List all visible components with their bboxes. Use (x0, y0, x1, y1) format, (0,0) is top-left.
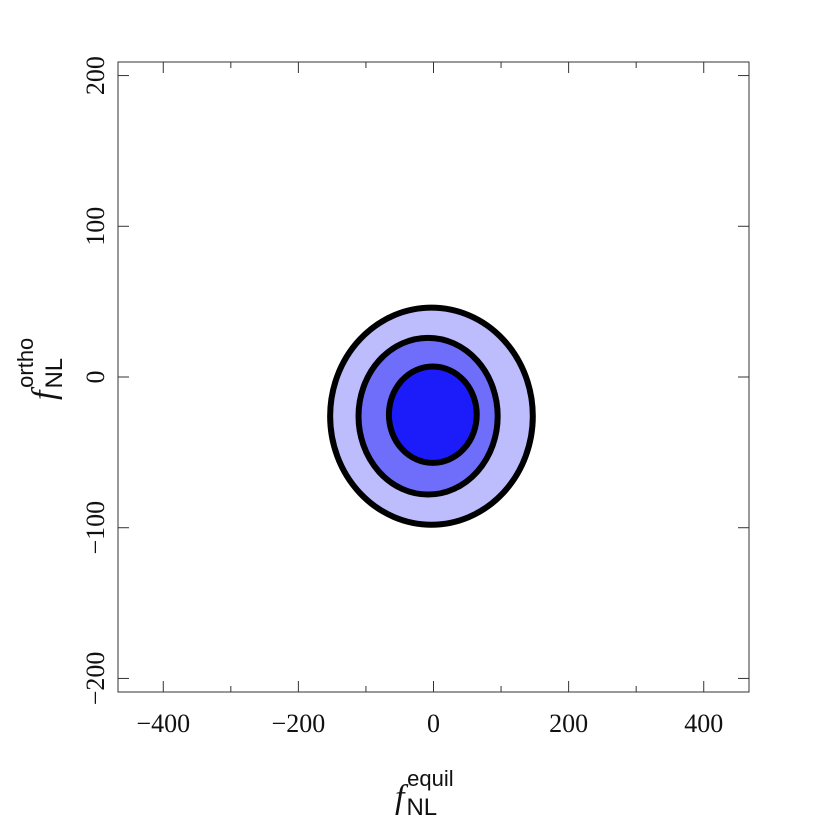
y-axis-label: fNLortho (13, 338, 68, 400)
x-tick-label: 0 (427, 709, 440, 738)
contour-region (385, 363, 480, 466)
y-label-superscript: ortho (13, 338, 38, 388)
y-tick-label: −200 (81, 652, 110, 706)
x-axis-label: fNLequil (395, 766, 454, 821)
x-label-superscript: equil (407, 766, 453, 791)
y-tick-label: −100 (81, 501, 110, 555)
y-tick-label: 0 (81, 371, 110, 384)
x-tick-label: −400 (136, 709, 190, 738)
x-label-subscript: NL (406, 794, 437, 821)
y-label-subscript: NL (41, 358, 68, 389)
y-tick-label: 200 (81, 56, 110, 95)
x-tick-label: 400 (684, 709, 723, 738)
x-tick-label: 200 (549, 709, 588, 738)
y-tick-label: 100 (81, 207, 110, 246)
x-tick-label: −200 (272, 709, 326, 738)
